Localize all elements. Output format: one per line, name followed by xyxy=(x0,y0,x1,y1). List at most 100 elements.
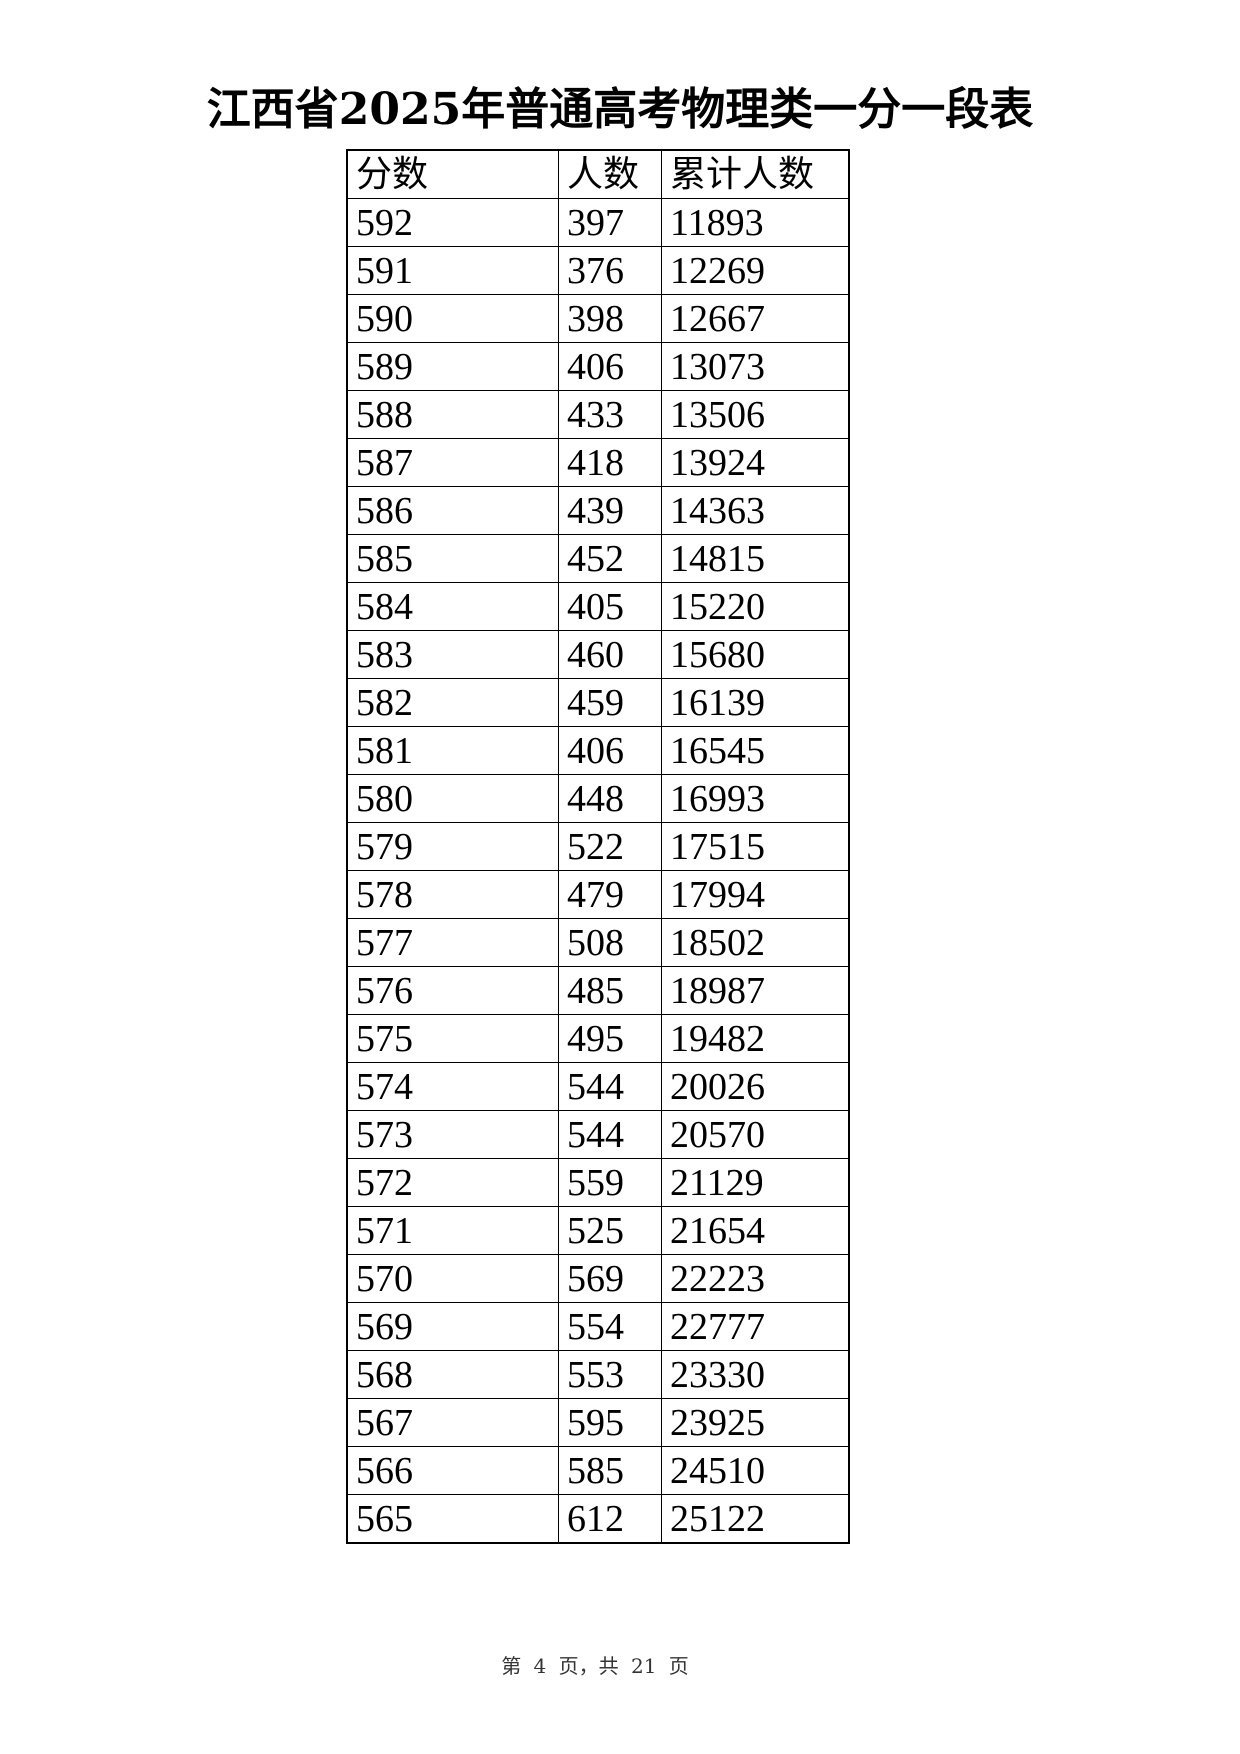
table-row: 578 479 17994 xyxy=(346,870,850,919)
cell-score: 585 xyxy=(346,534,559,583)
table-row: 575 495 19482 xyxy=(346,1014,850,1063)
table-row: 570 569 22223 xyxy=(346,1254,850,1303)
cell-count: 585 xyxy=(558,1446,662,1495)
cell-cumulative: 15220 xyxy=(661,582,850,631)
cell-count: 459 xyxy=(558,678,662,727)
cell-score: 580 xyxy=(346,774,559,823)
table-row: 586 439 14363 xyxy=(346,486,850,535)
table-row: 565 612 25122 xyxy=(346,1494,850,1544)
table-row: 592 397 11893 xyxy=(346,198,850,247)
cell-cumulative: 16139 xyxy=(661,678,850,727)
cell-cumulative: 24510 xyxy=(661,1446,850,1495)
cell-score: 576 xyxy=(346,966,559,1015)
cell-score: 589 xyxy=(346,342,559,391)
cell-cumulative: 18987 xyxy=(661,966,850,1015)
cell-count: 595 xyxy=(558,1398,662,1447)
header-count: 人数 xyxy=(558,149,662,199)
cell-count: 439 xyxy=(558,486,662,535)
table-row: 572 559 21129 xyxy=(346,1158,850,1207)
cell-cumulative: 18502 xyxy=(661,918,850,967)
cell-cumulative: 12269 xyxy=(661,246,850,295)
table-row: 589 406 13073 xyxy=(346,342,850,391)
table-row: 581 406 16545 xyxy=(346,726,850,775)
table-row: 590 398 12667 xyxy=(346,294,850,343)
cell-score: 574 xyxy=(346,1062,559,1111)
table-header-row: 分数 人数 累计人数 xyxy=(346,149,850,199)
table-row: 579 522 17515 xyxy=(346,822,850,871)
cell-cumulative: 21129 xyxy=(661,1158,850,1207)
cell-cumulative: 22777 xyxy=(661,1302,850,1351)
cell-count: 485 xyxy=(558,966,662,1015)
table-row: 576 485 18987 xyxy=(346,966,850,1015)
cell-count: 559 xyxy=(558,1158,662,1207)
cell-count: 612 xyxy=(558,1494,662,1544)
cell-score: 570 xyxy=(346,1254,559,1303)
cell-score: 591 xyxy=(346,246,559,295)
cell-count: 406 xyxy=(558,342,662,391)
cell-cumulative: 23330 xyxy=(661,1350,850,1399)
cell-count: 544 xyxy=(558,1062,662,1111)
cell-count: 525 xyxy=(558,1206,662,1255)
cell-count: 569 xyxy=(558,1254,662,1303)
cell-count: 397 xyxy=(558,198,662,247)
cell-cumulative: 20570 xyxy=(661,1110,850,1159)
table-row: 571 525 21654 xyxy=(346,1206,850,1255)
cell-cumulative: 17994 xyxy=(661,870,850,919)
cell-score: 579 xyxy=(346,822,559,871)
cell-count: 554 xyxy=(558,1302,662,1351)
table-row: 574 544 20026 xyxy=(346,1062,850,1111)
cell-score: 592 xyxy=(346,198,559,247)
header-score: 分数 xyxy=(346,149,559,199)
cell-score: 584 xyxy=(346,582,559,631)
cell-score: 581 xyxy=(346,726,559,775)
cell-score: 588 xyxy=(346,390,559,439)
cell-score: 571 xyxy=(346,1206,559,1255)
cell-count: 479 xyxy=(558,870,662,919)
cell-score: 573 xyxy=(346,1110,559,1159)
cell-cumulative: 14815 xyxy=(661,534,850,583)
table-row: 568 553 23330 xyxy=(346,1350,850,1399)
cell-count: 448 xyxy=(558,774,662,823)
cell-cumulative: 19482 xyxy=(661,1014,850,1063)
table-row: 577 508 18502 xyxy=(346,918,850,967)
header-cumulative: 累计人数 xyxy=(661,149,850,199)
cell-cumulative: 25122 xyxy=(661,1494,850,1544)
cell-count: 544 xyxy=(558,1110,662,1159)
cell-cumulative: 20026 xyxy=(661,1062,850,1111)
cell-score: 572 xyxy=(346,1158,559,1207)
cell-cumulative: 14363 xyxy=(661,486,850,535)
cell-count: 398 xyxy=(558,294,662,343)
cell-cumulative: 13924 xyxy=(661,438,850,487)
cell-cumulative: 13073 xyxy=(661,342,850,391)
cell-cumulative: 23925 xyxy=(661,1398,850,1447)
cell-cumulative: 15680 xyxy=(661,630,850,679)
cell-score: 568 xyxy=(346,1350,559,1399)
cell-cumulative: 17515 xyxy=(661,822,850,871)
table-row: 587 418 13924 xyxy=(346,438,850,487)
table-row: 582 459 16139 xyxy=(346,678,850,727)
cell-cumulative: 22223 xyxy=(661,1254,850,1303)
cell-score: 577 xyxy=(346,918,559,967)
table-row: 566 585 24510 xyxy=(346,1446,850,1495)
cell-cumulative: 21654 xyxy=(661,1206,850,1255)
cell-count: 433 xyxy=(558,390,662,439)
cell-count: 553 xyxy=(558,1350,662,1399)
page-title: 江西省2025年普通高考物理类一分一段表 xyxy=(206,84,1034,135)
cell-count: 376 xyxy=(558,246,662,295)
cell-score: 590 xyxy=(346,294,559,343)
cell-score: 566 xyxy=(346,1446,559,1495)
cell-score: 583 xyxy=(346,630,559,679)
cell-count: 452 xyxy=(558,534,662,583)
table-row: 583 460 15680 xyxy=(346,630,850,679)
cell-score: 578 xyxy=(346,870,559,919)
table-row: 573 544 20570 xyxy=(346,1110,850,1159)
table-row: 588 433 13506 xyxy=(346,390,850,439)
cell-score: 586 xyxy=(346,486,559,535)
page-footer: 第 4 页，共 21 页 xyxy=(501,1654,689,1678)
cell-score: 565 xyxy=(346,1494,559,1544)
cell-score: 575 xyxy=(346,1014,559,1063)
cell-count: 508 xyxy=(558,918,662,967)
cell-cumulative: 16993 xyxy=(661,774,850,823)
cell-score: 569 xyxy=(346,1302,559,1351)
cell-cumulative: 13506 xyxy=(661,390,850,439)
